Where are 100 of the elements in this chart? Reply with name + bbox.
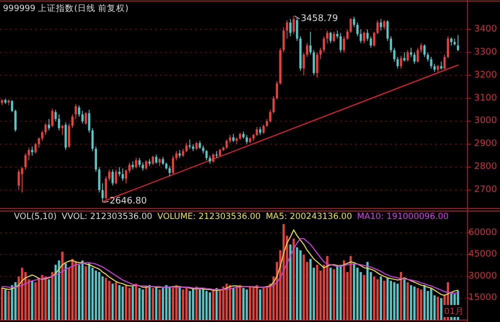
bar xyxy=(329,268,332,320)
bar xyxy=(380,276,382,320)
candlestick xyxy=(413,52,416,64)
bar xyxy=(208,292,211,320)
y-tick-label: 3100 xyxy=(474,93,498,104)
candlestick xyxy=(316,52,318,78)
bar xyxy=(252,288,255,320)
bar xyxy=(383,280,386,320)
candlestick xyxy=(48,118,50,131)
candlestick xyxy=(456,34,460,52)
bar xyxy=(440,298,442,320)
bar xyxy=(4,289,6,320)
y-tick-label: 2800 xyxy=(474,162,498,172)
bar xyxy=(104,278,108,320)
candlestick xyxy=(122,168,124,182)
bar xyxy=(309,258,312,320)
bar xyxy=(152,288,154,320)
bar xyxy=(145,286,148,320)
chart-title: VOL(5,10) xyxy=(14,212,57,222)
text: MA10: 191000096.00 xyxy=(357,212,449,222)
bar xyxy=(8,290,10,320)
annotation: 2646.80 xyxy=(110,196,148,206)
bar xyxy=(386,278,389,320)
bar xyxy=(410,285,412,320)
text: MA5: 200243136.00 xyxy=(266,212,352,222)
candlestick xyxy=(54,109,57,122)
bar xyxy=(114,282,118,320)
candlestick xyxy=(403,52,406,62)
bar xyxy=(158,289,161,320)
bar xyxy=(299,250,302,320)
bar xyxy=(332,269,336,320)
candlestick xyxy=(31,146,34,156)
candlestick xyxy=(104,176,108,200)
bar xyxy=(420,289,422,320)
candlestick xyxy=(14,109,17,132)
bar xyxy=(84,266,87,320)
candlestick xyxy=(84,112,87,126)
bar xyxy=(436,296,439,320)
bar xyxy=(232,288,234,320)
candlestick xyxy=(363,31,366,44)
y-tick-label: 15000 xyxy=(468,293,498,304)
bar xyxy=(0,288,4,320)
candlestick xyxy=(322,36,325,53)
candlestick xyxy=(78,105,80,118)
x-axis-title: 01月 xyxy=(444,307,464,317)
bar xyxy=(162,288,164,320)
candlestick xyxy=(329,31,332,44)
annotation: VVOL: 212303536.00 xyxy=(62,212,152,222)
annotation: 3458.79 xyxy=(300,14,338,24)
candlestick xyxy=(446,36,450,59)
y-tick-label: 45000 xyxy=(468,250,498,260)
bar xyxy=(182,289,184,320)
y-tick-label: 30000 xyxy=(468,271,498,282)
y-tick-label: 3200 xyxy=(474,70,498,80)
candlestick xyxy=(71,114,74,129)
bar xyxy=(350,256,352,320)
y-tick-label: 3400 xyxy=(474,24,498,34)
candlestick xyxy=(289,18,292,37)
bar xyxy=(122,286,124,320)
bar xyxy=(296,247,298,320)
y-tick-label: 3300 xyxy=(474,47,498,58)
y-tick-label: 2900 xyxy=(474,139,498,150)
bar xyxy=(249,286,252,320)
candlestick xyxy=(175,150,178,161)
bar xyxy=(128,288,131,320)
bar xyxy=(74,262,77,320)
bar xyxy=(112,284,114,320)
bar xyxy=(185,288,188,320)
bar xyxy=(118,285,120,320)
candlestick xyxy=(416,47,419,64)
bar xyxy=(363,274,366,320)
bar xyxy=(178,286,181,320)
candlestick xyxy=(34,142,37,154)
candlestick xyxy=(18,169,20,191)
candlestick xyxy=(380,18,382,31)
candlestick xyxy=(51,108,54,128)
bar xyxy=(88,263,90,320)
candlestick xyxy=(443,54,446,70)
candlestick xyxy=(383,20,386,30)
candlestick xyxy=(74,104,77,120)
bar xyxy=(124,285,128,320)
bar xyxy=(222,286,224,320)
bar xyxy=(356,268,359,320)
bar xyxy=(336,266,338,320)
bar xyxy=(132,286,134,320)
bar xyxy=(416,288,419,320)
bar xyxy=(138,288,141,320)
bar xyxy=(259,289,262,320)
bar xyxy=(390,280,392,320)
bar xyxy=(262,288,265,320)
bar xyxy=(155,286,158,320)
candlestick xyxy=(400,55,402,69)
bar xyxy=(393,282,396,320)
candlestick xyxy=(406,50,409,62)
annotation: VOLUME: 212303536.00 xyxy=(157,212,261,222)
bar xyxy=(256,285,258,320)
candlestick xyxy=(352,16,356,28)
chart-title: 999999 上证指数(日线 前复权) xyxy=(3,3,128,14)
bar xyxy=(406,282,409,320)
y-tick-label: 3000 xyxy=(474,116,498,126)
